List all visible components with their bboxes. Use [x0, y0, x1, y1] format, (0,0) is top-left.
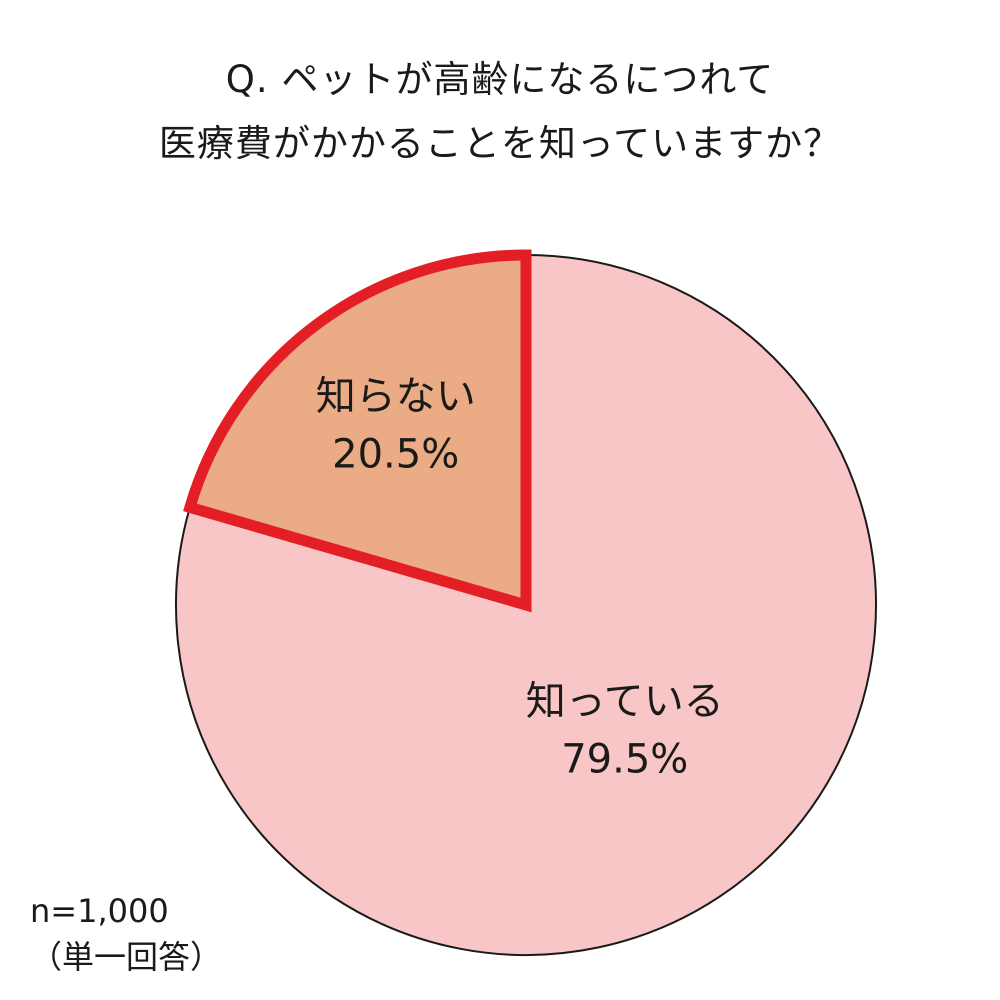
sample-note: n=1,000 （単一回答） — [30, 888, 222, 980]
chart-title: Q. ペットが高齢になるにつれて 医療費がかかることを知っていますか？ — [0, 48, 1000, 176]
answer-type-label: （単一回答） — [30, 938, 223, 976]
pie-slice-2-label: 知らない — [316, 373, 476, 419]
chart-title-line-1: Q. ペットが高齢になるにつれて — [225, 58, 775, 101]
pie-slice-2-value: 20.5% — [332, 431, 459, 477]
chart-title-line-2: 医療費がかかることを知っていますか？ — [158, 122, 842, 165]
pie-slice-2 — [183, 249, 532, 613]
sample-size-label: n=1,000 — [30, 892, 169, 930]
pie-slice-1-label: 知っている — [526, 679, 724, 725]
pie-slice-1-value: 79.5% — [561, 737, 688, 783]
